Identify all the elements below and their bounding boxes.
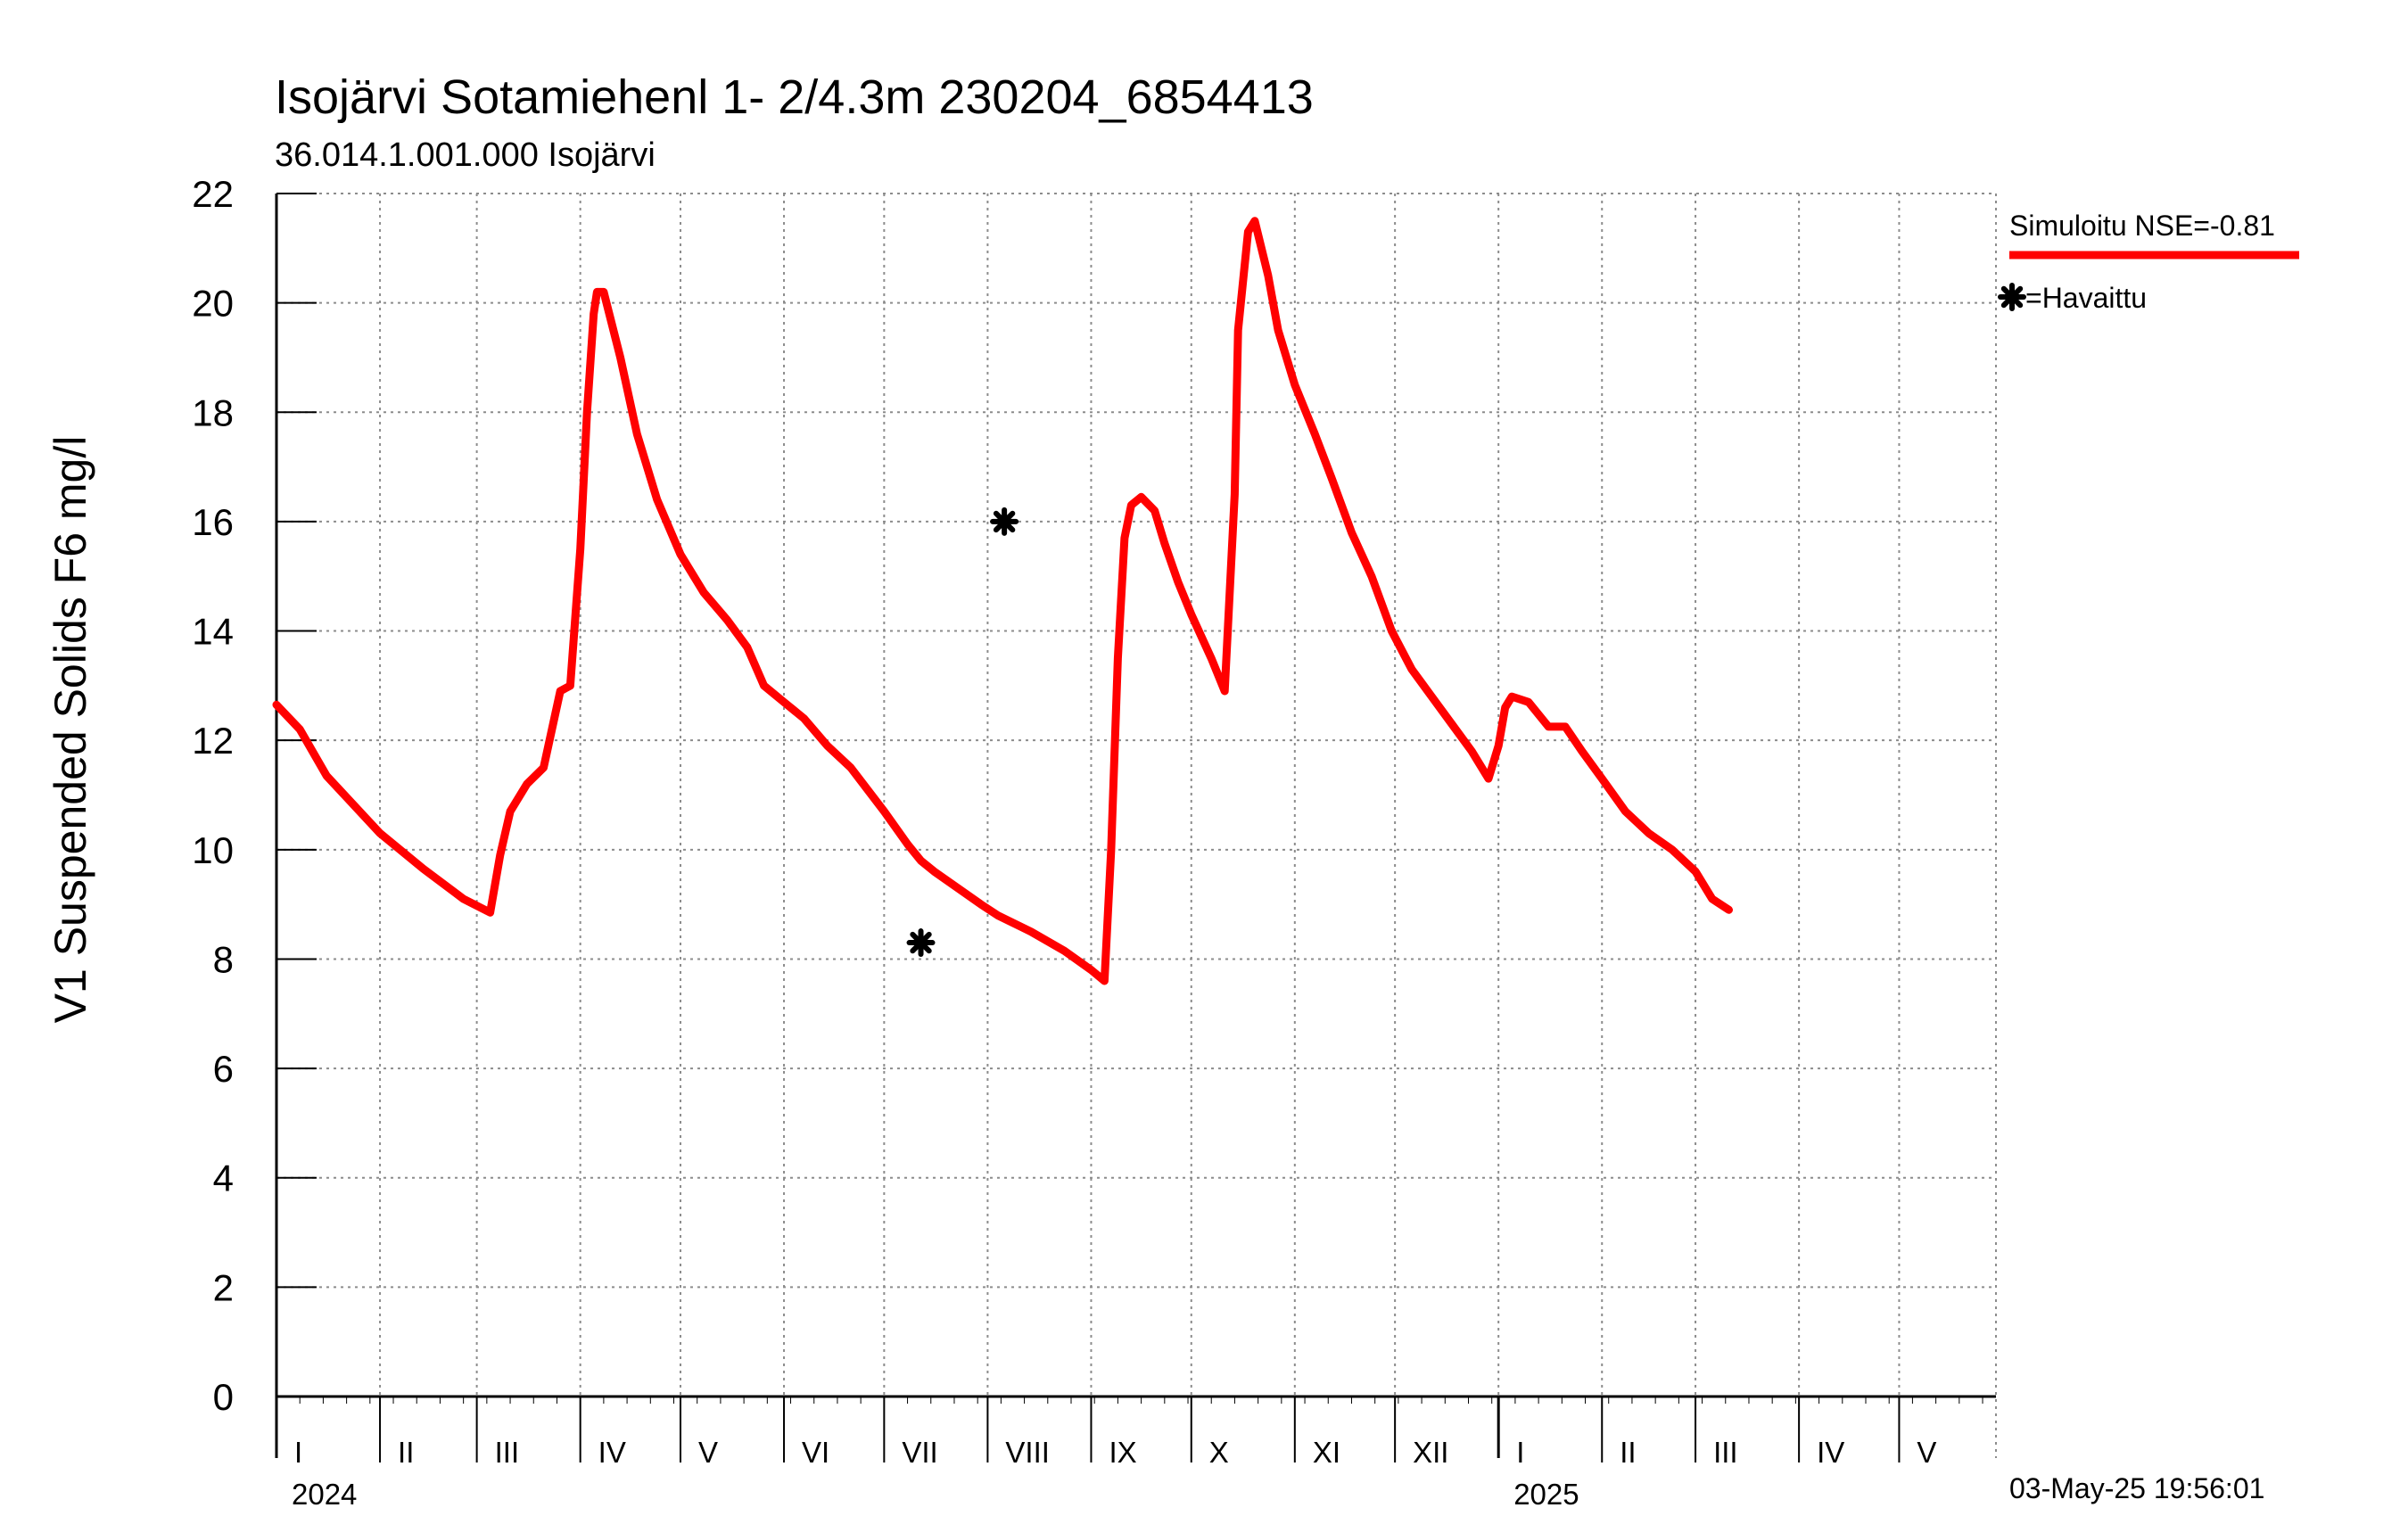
x-tick-label: V [698,1436,718,1469]
y-ticks: 0 2 4 6 8 10 12 14 16 18 20 22 [192,173,317,1418]
y-tick-label: 6 [213,1048,234,1090]
series-observed [906,507,1019,958]
y-tick-label: 20 [192,283,234,325]
x-tick-label: III [495,1436,520,1469]
asterisk-stroke [2000,285,2024,309]
x-tick-label: II [398,1436,414,1469]
x-tick-label: IV [598,1436,626,1469]
timestamp: 03-May-25 19:56:01 [2009,1472,2264,1504]
x-tick-label: XI [1313,1436,1340,1469]
chart-title: Isojärvi Sotamiehenl 1- 2/4.3m 230204_68… [275,70,1314,124]
series-simulated [272,217,1733,985]
y-tick-label: 0 [213,1376,234,1418]
y-tick-label: 2 [213,1266,234,1308]
x-tick-label: III [1713,1436,1738,1469]
y-tick-label: 18 [192,391,234,433]
observed-point [990,507,1019,536]
x-tick-label: VII [902,1436,937,1469]
x-tick-label: X [1209,1436,1229,1469]
y-tick-label: 22 [192,173,234,215]
y-tick-label: 16 [192,501,234,543]
x-tick-label: VIII [1005,1436,1050,1469]
x-year-label: 2025 [1513,1478,1579,1511]
asterisk-stroke [910,931,932,954]
y-tick-label: 8 [213,938,234,980]
legend-asterisk [1998,283,2026,311]
y-tick-label: 12 [192,720,234,762]
axes [275,193,1997,1458]
legend-marker-observed [1998,283,2026,311]
y-tick-label: 10 [192,829,234,871]
grid [276,193,1996,1397]
x-tick-label: VI [802,1436,829,1469]
legend: Simuloitu NSE=-0.81 =Havaittu [1998,210,2299,314]
x-tick-label: IV [1817,1436,1844,1469]
chart-subtitle: 36.014.1.001.000 Isojärvi [275,136,656,174]
legend-label-observed: =Havaittu [2025,282,2147,314]
y-tick-label: 14 [192,611,234,653]
x-year-label: 2024 [292,1478,357,1511]
x-tick-label: V [1917,1436,1936,1469]
x-tick-label: IX [1109,1436,1136,1469]
legend-label-simulated: Simuloitu NSE=-0.81 [2009,210,2275,242]
observed-point [906,928,936,958]
x-tick-label: XII [1413,1436,1448,1469]
x-tick-label: I [294,1436,302,1469]
asterisk-stroke [993,510,1016,533]
x-tick-label: II [1620,1436,1636,1469]
y-tick-label: 4 [213,1158,234,1199]
series-simulated-line [272,217,1733,985]
x-tick-label: I [1516,1436,1524,1469]
y-axis-label: V1 Suspended Solids F6 mg/l [45,436,95,1024]
